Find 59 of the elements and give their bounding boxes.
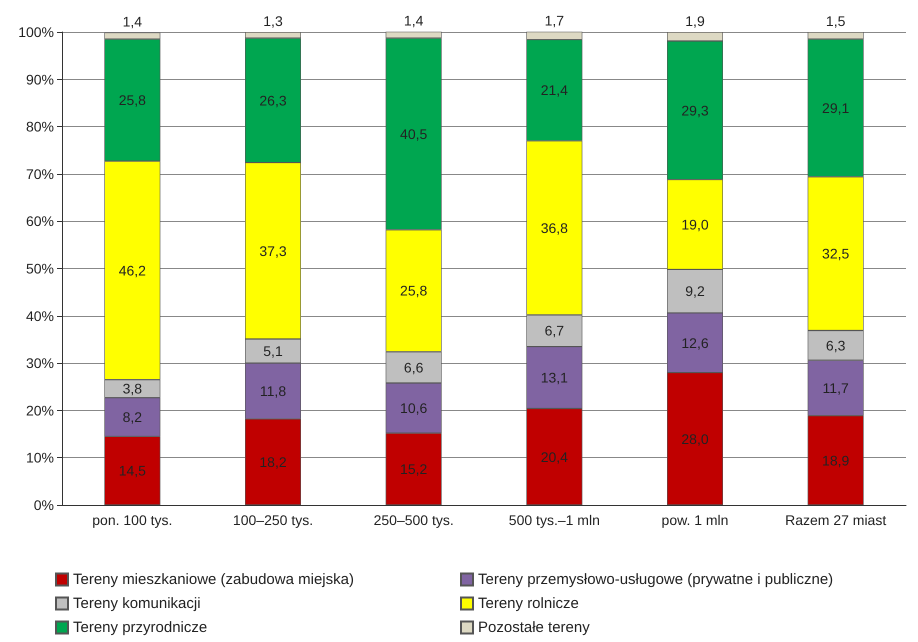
data-label: 1,7 — [544, 12, 564, 29]
y-tick-label: 50% — [26, 260, 54, 276]
data-label: 46,2 — [118, 262, 146, 278]
y-tick-label: 10% — [26, 450, 54, 466]
data-label: 1,4 — [122, 13, 142, 30]
legend-label: Tereny komunikacji — [73, 595, 201, 612]
data-label: 25,8 — [118, 92, 146, 108]
y-tick-label: 0% — [34, 497, 54, 513]
data-label: 1,9 — [685, 13, 705, 29]
data-label: 32,5 — [822, 246, 850, 262]
data-label: 11,7 — [822, 380, 849, 396]
data-label: 18,2 — [259, 454, 287, 470]
data-label: 8,2 — [122, 409, 142, 426]
data-label: 12,6 — [681, 334, 709, 351]
legend-label: Tereny przemysłowo-usługowe (prywatne i publiczne) — [478, 571, 834, 588]
y-tick-label: 90% — [26, 71, 54, 88]
data-label: 29,1 — [822, 100, 850, 116]
data-label: 13,1 — [540, 370, 568, 386]
data-label: 15,2 — [400, 461, 428, 478]
data-label: 6,7 — [544, 322, 564, 339]
data-label: 10,6 — [400, 400, 428, 416]
data-label: 20,4 — [540, 448, 568, 465]
y-tick-label: 100% — [18, 24, 54, 40]
x-tick-label: pow. 1 mln — [662, 512, 728, 528]
legend-label: Tereny mieszkaniowe (zabudowa miejska) — [73, 571, 354, 588]
y-tick-label: 70% — [26, 166, 54, 182]
data-label: 19,0 — [681, 216, 709, 233]
y-tick-label: 30% — [26, 355, 54, 372]
data-label: 11,8 — [260, 383, 286, 400]
data-label: 37,3 — [259, 242, 287, 259]
data-label: 25,8 — [400, 282, 428, 299]
data-label: 40,5 — [400, 126, 428, 142]
y-tick-label: 60% — [26, 213, 54, 230]
data-label: 14,5 — [118, 462, 146, 479]
data-label: 21,4 — [540, 82, 568, 98]
legend-label: Tereny rolnicze — [478, 595, 579, 612]
data-label: 28,0 — [681, 430, 709, 447]
data-label: 29,3 — [681, 102, 709, 118]
y-tick-label: 80% — [26, 118, 54, 135]
data-label: 6,6 — [404, 359, 424, 376]
x-tick-label: pon. 100 tys. — [92, 512, 172, 528]
x-tick-label: 250–500 tys. — [374, 512, 454, 528]
x-tick-label: 100–250 tys. — [232, 512, 314, 528]
x-tick-label: Razem 27 miast — [785, 512, 886, 528]
x-tick-label: 500 tys.–1 mln — [508, 512, 600, 528]
y-tick-label: 40% — [26, 308, 54, 324]
data-label: 9,2 — [685, 283, 705, 300]
legend-label: Pozostałe tereny — [478, 619, 590, 636]
legend-label: Tereny przyrodnicze — [73, 619, 208, 636]
data-label: 6,3 — [826, 337, 846, 354]
data-label: 26,3 — [259, 92, 287, 108]
data-label: 18,9 — [822, 452, 850, 468]
data-label: 1,4 — [404, 12, 424, 29]
data-label: 1,5 — [826, 13, 846, 29]
data-label: 5,1 — [263, 343, 283, 360]
data-label: 1,3 — [263, 13, 283, 29]
data-label: 36,8 — [540, 220, 568, 236]
data-label: 3,8 — [122, 380, 142, 397]
y-tick-label: 20% — [26, 402, 54, 418]
